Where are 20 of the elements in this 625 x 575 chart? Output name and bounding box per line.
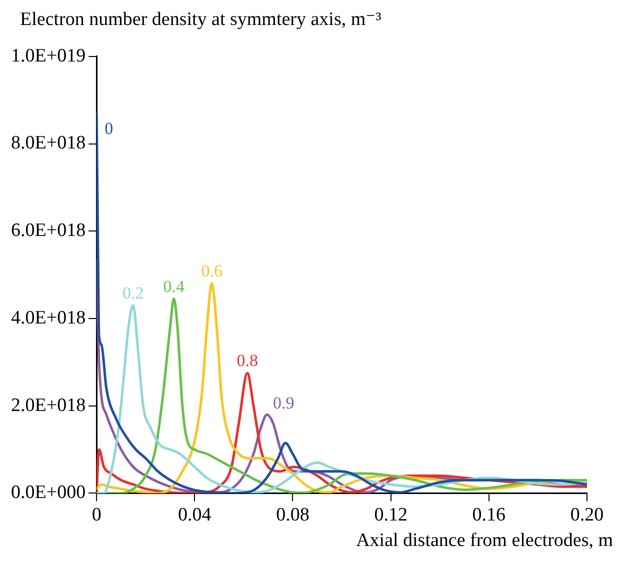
series-label: 0.8 (236, 351, 258, 370)
y-tick-label: 8.0E+018 (10, 132, 86, 154)
y-tick-label: 1.0E+019 (10, 45, 86, 66)
series-label: 0.4 (163, 276, 185, 296)
x-tick-label: 0.20 (570, 504, 604, 526)
x-tick-label: 0.16 (472, 504, 506, 526)
x-tick-label: 0.04 (178, 504, 212, 526)
series-label: 0.9 (272, 394, 294, 413)
y-tick-label: 2.0E+018 (10, 394, 86, 416)
series-label: 0.6 (201, 262, 222, 281)
y-tick-label: 4.0E+018 (10, 307, 86, 328)
x-tick-label: 0.12 (374, 504, 408, 526)
series-label: 0.2 (122, 283, 144, 302)
x-tick-label: 0 (92, 504, 102, 526)
y-tick-label: 0.0E+000 (10, 482, 86, 504)
x-axis-title: Axial distance from electrodes, m (355, 530, 614, 552)
x-tick-label: 0.08 (276, 504, 310, 526)
y-axis-title: Electron number density at symmtery axis, m⁻³ (19, 8, 382, 32)
series-label: 0 (104, 119, 114, 138)
y-tick-label: 6.0E+018 (10, 220, 86, 242)
